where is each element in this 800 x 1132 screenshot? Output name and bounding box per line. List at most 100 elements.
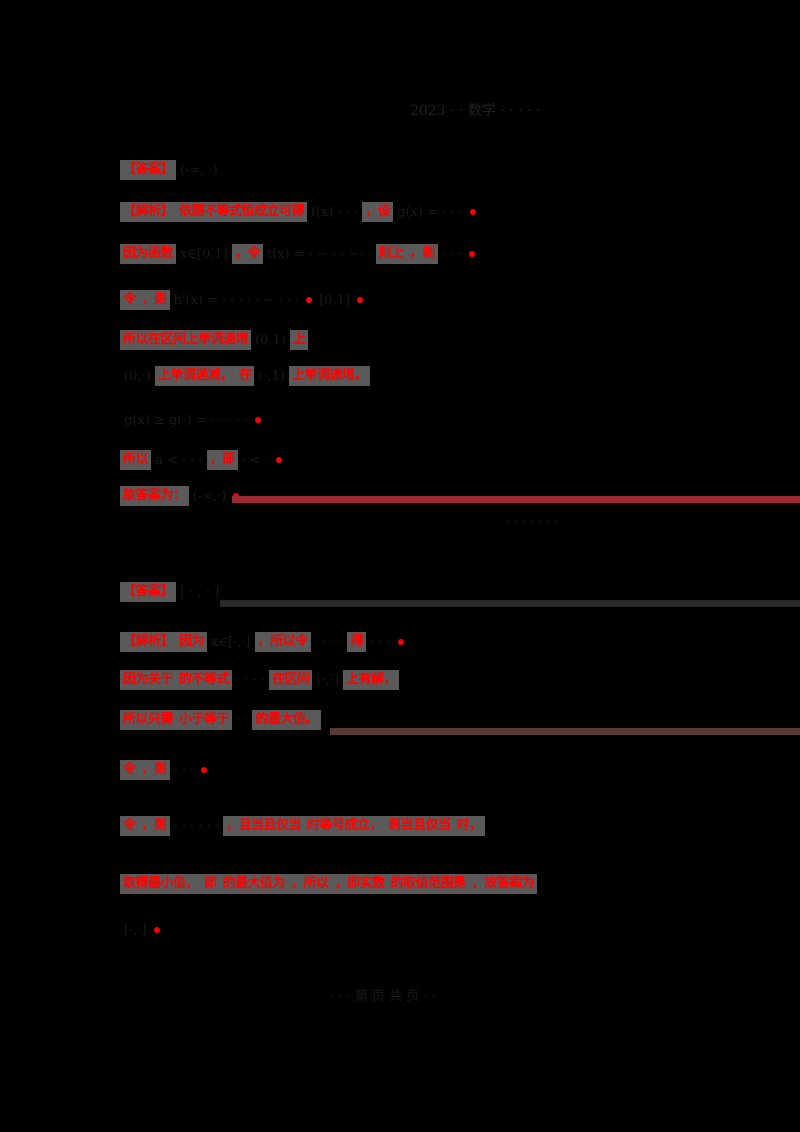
analysis-text: ，则	[138, 816, 170, 836]
math-expr: (-∞,·)	[192, 488, 227, 504]
period-mark	[254, 417, 261, 423]
analysis-text: 所以	[120, 450, 152, 470]
math-expr: [·,·]	[316, 672, 340, 688]
analysis-text: 上有解，	[343, 670, 400, 690]
analysis-text: ，设	[362, 202, 394, 222]
math-expr: (·,1)	[258, 368, 285, 384]
math-expr: x∈[0,1]	[180, 246, 228, 262]
math-expr: a < · · ·	[155, 452, 203, 468]
math-expr: · · ·	[441, 246, 463, 262]
math-expr: · · · ·	[314, 634, 344, 650]
analysis-line-s2-6: 取得最小值， 即 的最大值为 ，所以 ，即实数 的取值范围是 ，故答案为	[120, 872, 538, 896]
period-mark	[201, 767, 208, 773]
conclusion-line-1: 故答案为： (-∞,·)	[120, 484, 242, 508]
answer-value: [ · , · ]	[180, 584, 220, 600]
analysis-text: 小于等于	[176, 710, 233, 730]
analysis-text: 因为关于	[120, 670, 177, 690]
analysis-line-s2-2: 因为关于 的不等式 · · · · 在区间 [·,·] 上有解，	[120, 668, 400, 692]
math-expr: · · ·	[173, 762, 195, 778]
analysis-text: 在	[235, 366, 255, 386]
analysis-text: ，故答案为	[468, 874, 538, 894]
math-expr: g(x) = · · ·	[397, 204, 463, 220]
analysis-text: 所以在区间上单调递增	[120, 330, 252, 350]
math-expr: · < ·	[241, 452, 270, 468]
analysis-text: 因为	[176, 632, 208, 652]
math-expr: (0,1)	[255, 332, 286, 348]
math-expr: h'(x) = · · · · · − · · ·	[173, 292, 300, 308]
analysis-text: 上单调递增。	[288, 366, 370, 386]
analysis-label: 【解析】	[120, 202, 177, 222]
analysis-text: 则上	[375, 244, 407, 264]
analysis-line-4: 所以在区间上单调递增 (0,1) 上	[120, 328, 309, 352]
math-expr: x∈[·,·]	[211, 634, 251, 650]
analysis-text: 令	[120, 290, 139, 310]
math-expr: · ·	[236, 712, 249, 728]
analysis-line-s2-5: 令 ，则 · · · · · · ，且当且仅当 时等号成立， 则当且仅当 时，	[120, 814, 485, 838]
analysis-text: ，所以令	[254, 632, 311, 652]
conclusion-line-2: [·,·]	[120, 918, 163, 942]
analysis-text: 则当且仅当	[385, 816, 454, 836]
analysis-text: 上单调递减，	[154, 366, 236, 386]
math-expr: t(x) = · − · · −· ·	[266, 246, 372, 262]
analysis-line-s2-1: 【解析】 因为 x∈[·,·] ，所以令 · · · · 得 · · ·	[120, 630, 407, 654]
right-note: · · · · · · ·	[505, 515, 559, 530]
page-header: 2023 · · 数学 · · · · ·	[410, 103, 541, 119]
analysis-line-3: 令 ，则 h'(x) = · · · · · − · · · [0,1]	[120, 288, 366, 312]
math-expr: [0,1]	[319, 292, 350, 308]
analysis-text: ，即实数	[331, 874, 388, 894]
math-expr: [·,·]	[124, 922, 147, 938]
conclusion-label: 故答案为：	[120, 486, 189, 506]
analysis-text: 即	[201, 874, 220, 894]
answer-label: 【答案】	[120, 582, 177, 602]
divider-rule	[232, 496, 800, 503]
answer-line-1: 【答案】 (-∞, ·)	[120, 158, 222, 182]
period-mark	[306, 297, 313, 303]
divider-rule	[330, 728, 800, 735]
analysis-line-6: g(x) ≥ g(·) = · · · · ·	[120, 408, 264, 432]
period-mark	[276, 457, 283, 463]
analysis-text: 的不等式	[176, 670, 233, 690]
analysis-text: 得	[347, 632, 366, 652]
analysis-line-s2-4: 令 ，则 · · ·	[120, 758, 210, 782]
analysis-text: 时等号成立，	[304, 816, 386, 836]
analysis-text: 的最大值。	[252, 710, 321, 730]
analysis-text: ，即	[206, 450, 238, 470]
page-footer: · · · 第 页 共 页 · ·	[330, 989, 436, 1004]
analysis-text: 上	[289, 330, 309, 350]
period-mark	[153, 927, 160, 933]
analysis-text: 取得最小值，	[120, 874, 202, 894]
analysis-text: ，且当且仅当	[223, 816, 305, 836]
analysis-text: 令	[120, 760, 139, 780]
math-expr: · · ·	[370, 634, 391, 650]
answer-line-2: 【答案】 [ · , · ]	[120, 580, 223, 604]
analysis-text: ，令	[231, 244, 263, 264]
analysis-text: ，则	[138, 290, 170, 310]
analysis-text: 的取值范围是	[387, 874, 469, 894]
math-expr: · · · ·	[236, 672, 265, 688]
answer-label: 【答案】	[120, 160, 177, 180]
period-mark	[469, 251, 476, 257]
analysis-text: 的最大值为	[219, 874, 289, 894]
math-expr: (0,·)	[124, 368, 151, 384]
analysis-label: 【解析】	[120, 632, 177, 652]
analysis-line-7: 所以 a < · · · ，即 · < ·	[120, 448, 285, 472]
analysis-text: 所以只需	[120, 710, 177, 730]
analysis-text: ，则	[406, 244, 438, 264]
analysis-line-5: (0,·) 上单调递减， 在 (·,1) 上单调递增。	[120, 364, 370, 388]
period-mark	[469, 209, 476, 215]
analysis-line-1: 【解析】 依题不等式恒成立可得 f(x) · · · ，设 g(x) = · ·…	[120, 200, 479, 224]
analysis-text: ，所以	[288, 874, 332, 894]
analysis-text: 因为函数	[120, 244, 177, 264]
analysis-text: 依题不等式恒成立可得	[176, 202, 308, 222]
analysis-text: 令	[120, 816, 139, 836]
math-expr: f(x) · · ·	[311, 204, 359, 220]
math-expr: · · · · · ·	[173, 818, 219, 834]
period-mark	[397, 639, 404, 645]
analysis-line-s2-3: 所以只需 小于等于 · · 的最大值。	[120, 708, 321, 732]
analysis-line-2: 因为函数 x∈[0,1] ，令 t(x) = · − · · −· · 则上 ，…	[120, 242, 478, 266]
analysis-text: 在区间	[268, 670, 313, 690]
analysis-text: ，则	[138, 760, 170, 780]
period-mark	[356, 297, 363, 303]
math-expr: g(x) ≥ g(·) = · · · · ·	[124, 412, 248, 428]
analysis-text: 时，	[453, 816, 485, 836]
